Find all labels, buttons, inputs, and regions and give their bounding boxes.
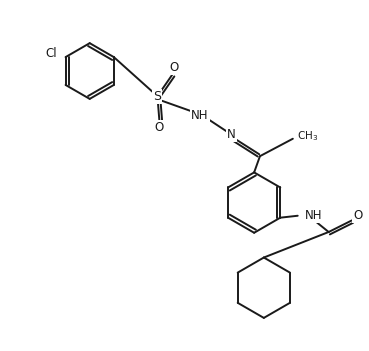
Text: NH: NH [305, 209, 322, 222]
Text: N: N [227, 128, 236, 141]
Text: CH$_3$: CH$_3$ [297, 129, 319, 143]
Text: Cl: Cl [45, 47, 57, 60]
Text: O: O [353, 209, 362, 222]
Text: S: S [154, 90, 161, 103]
Text: O: O [169, 61, 179, 74]
Text: O: O [155, 121, 164, 134]
Text: NH: NH [191, 109, 209, 122]
